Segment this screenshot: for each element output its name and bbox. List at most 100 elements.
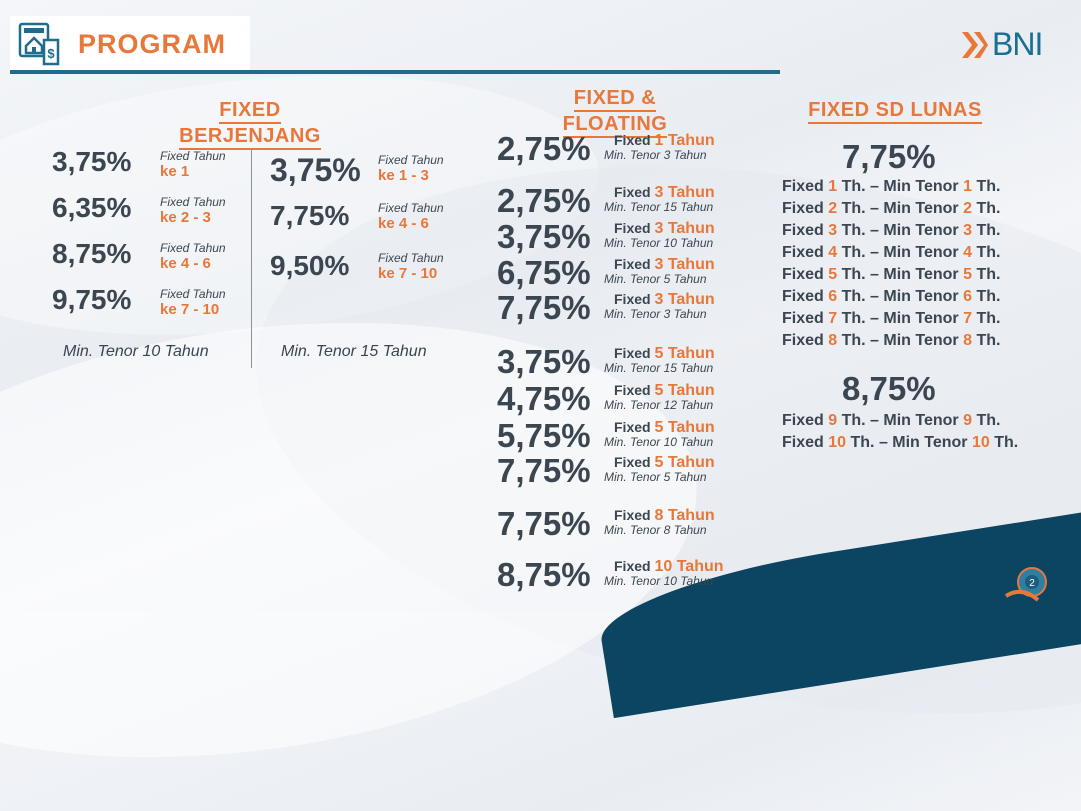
min-tenor-text: Th. – Min Tenor — [850, 434, 968, 451]
lunas-line: Fixed 6 Th. – Min Tenor 6 Th. — [782, 288, 1000, 306]
fixed-label: Fixed Tahun — [160, 287, 226, 301]
tenor-years: 1 — [963, 178, 972, 195]
fixed-word: Fixed — [614, 345, 651, 361]
lunas-line: Fixed 4 Th. – Min Tenor 4 Th. — [782, 244, 1000, 262]
unit: Th. — [976, 266, 1001, 283]
min-tenor-text: Th. – Min Tenor — [841, 288, 959, 305]
fixed-label: Fixed Tahun — [378, 251, 444, 265]
fixed-years: Fixed 8 Tahun — [614, 507, 715, 525]
fixed-word: Fixed — [614, 558, 651, 574]
house-money-icon: $ — [18, 22, 60, 66]
min-tenor-text: Th. – Min Tenor — [841, 178, 959, 195]
years-value: 8 Tahun — [654, 507, 715, 524]
lunas-line: Fixed 1 Th. – Min Tenor 1 Th. — [782, 178, 1000, 196]
lunas-line: Fixed 3 Th. – Min Tenor 3 Th. — [782, 222, 1000, 240]
rate-value: 5,75% — [497, 417, 591, 454]
page-title: PROGRAM — [78, 29, 226, 59]
rate-value: 8,75% — [52, 238, 132, 269]
rate-value: 9,50% — [270, 250, 350, 281]
rate-value: 3,75% — [497, 218, 591, 255]
page-badge-gear-icon: 2 — [1004, 567, 1047, 602]
years-value: 5 Tahun — [654, 382, 715, 399]
fixed-years: Fixed 3 Tahun — [614, 184, 715, 202]
min-tenor-text: Th. – Min Tenor — [841, 332, 959, 349]
fixed-years: Fixed 3 Tahun — [614, 291, 715, 309]
fixed-word: Fixed — [614, 132, 651, 148]
min-tenor-text: Th. – Min Tenor — [841, 412, 959, 429]
fixed-years: Fixed 10 Tahun — [614, 558, 724, 576]
fixed-years: 3 — [828, 222, 838, 239]
fixed-years: Fixed 5 Tahun — [614, 345, 715, 363]
fixed-floating-title: FIXED & FLOATING — [530, 86, 700, 138]
tenor-years: 7 — [963, 310, 972, 327]
min-tenor: Min. Tenor 5 Tahun — [604, 272, 707, 286]
tenor-years: 5 — [963, 266, 972, 283]
rate-value: 8,75% — [497, 556, 591, 593]
years-value: 10 Tahun — [654, 558, 724, 575]
fixed-word: Fixed — [614, 256, 651, 272]
lunas-rate-2: 8,75% — [842, 370, 936, 407]
years-value: 3 Tahun — [654, 184, 715, 201]
period-label: ke 2 - 3 — [160, 209, 211, 226]
fixed-sd-lunas-title: FIXED SD LUNAS — [790, 98, 1000, 124]
min-tenor-text: Th. – Min Tenor — [841, 222, 959, 239]
unit: Th. — [976, 244, 1001, 261]
period-label: ke 4 - 6 — [378, 215, 429, 232]
rate-value: 7,75% — [497, 505, 591, 542]
header-divider — [10, 70, 780, 74]
fixed-label: Fixed Tahun — [160, 241, 226, 255]
rate-value: 6,35% — [52, 192, 132, 223]
fixed-word: Fixed — [782, 310, 824, 327]
period-label: ke 4 - 6 — [160, 255, 211, 272]
rate-row: 7,75% Fixed 8 Tahun Min. Tenor 8 Tahun — [497, 505, 737, 545]
fixed-word: Fixed — [782, 200, 824, 217]
rate-row: 2,75% Fixed 1 Tahun Min. Tenor 3 Tahun — [497, 130, 737, 170]
fixed-years: 10 — [828, 434, 847, 451]
period-label: ke 1 — [160, 163, 190, 180]
period-label: ke 1 - 3 — [378, 167, 429, 184]
fixed-word: Fixed — [614, 419, 651, 435]
rate-value: 7,75% — [270, 200, 350, 231]
min-tenor: Min. Tenor 5 Tahun — [604, 470, 707, 484]
fixed-berjenjang-title: FIXED BERJENJANG — [170, 98, 330, 150]
years-value: 3 Tahun — [654, 220, 715, 237]
fixed-years: 8 — [828, 332, 838, 349]
right-min-tenor: Min. Tenor 15 Tahun — [281, 343, 427, 360]
fixed-word: Fixed — [782, 266, 824, 283]
rate-row: 3,75% Fixed 5 Tahun Min. Tenor 15 Tahun — [497, 343, 737, 383]
fixed-word: Fixed — [782, 332, 824, 349]
min-tenor: Min. Tenor 10 Tahun — [604, 574, 714, 588]
fixed-word: Fixed — [782, 412, 824, 429]
rate-row: 7,75% Fixed 5 Tahun Min. Tenor 5 Tahun — [497, 452, 737, 492]
rate-row: 7,75% Fixed 3 Tahun Min. Tenor 3 Tahun — [497, 289, 737, 329]
years-value: 5 Tahun — [654, 419, 715, 436]
lunas-line: Fixed 5 Th. – Min Tenor 5 Th. — [782, 266, 1000, 284]
fixed-word: Fixed — [614, 454, 651, 470]
unit: Th. — [976, 332, 1001, 349]
fixed-years: Fixed 5 Tahun — [614, 454, 715, 472]
min-tenor: Min. Tenor 12 Tahun — [604, 398, 714, 412]
rate-value: 7,75% — [497, 289, 591, 326]
column-divider — [251, 150, 252, 368]
rate-value: 9,75% — [52, 284, 132, 315]
rate-row: 2,75% Fixed 3 Tahun Min. Tenor 15 Tahun — [497, 182, 737, 222]
fixed-word: Fixed — [782, 222, 824, 239]
tenor-years: 10 — [971, 434, 990, 451]
unit: Th. — [976, 222, 1001, 239]
min-tenor: Min. Tenor 3 Tahun — [604, 307, 707, 321]
fixed-years: 4 — [828, 244, 838, 261]
min-tenor: Min. Tenor 15 Tahun — [604, 200, 714, 214]
fixed-years: Fixed 5 Tahun — [614, 419, 715, 437]
fixed-word: Fixed — [614, 382, 651, 398]
fixed-years: 1 — [828, 178, 838, 195]
years-value: 1 Tahun — [654, 132, 715, 149]
fixed-label: Fixed Tahun — [378, 153, 444, 167]
unit: Th. — [976, 178, 1001, 195]
rate-value: 3,75% — [270, 152, 361, 188]
tenor-years: 9 — [963, 412, 972, 429]
rate-value: 6,75% — [497, 254, 591, 291]
unit: Th. — [976, 412, 1001, 429]
fixed-word: Fixed — [782, 288, 824, 305]
fixed-years: 5 — [828, 266, 838, 283]
period-label: ke 7 - 10 — [378, 265, 438, 282]
